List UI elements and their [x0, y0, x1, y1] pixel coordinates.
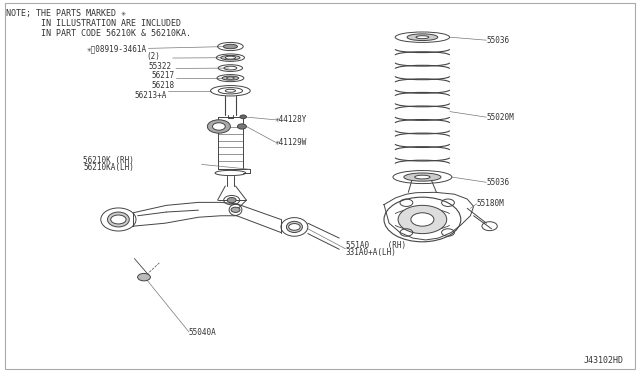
Ellipse shape — [287, 221, 303, 232]
Text: 55036: 55036 — [486, 36, 509, 45]
Text: 331A0+A(LH): 331A0+A(LH) — [346, 248, 396, 257]
Text: 56217: 56217 — [152, 71, 175, 80]
Text: NOTE; THE PARTS MARKED ✳: NOTE; THE PARTS MARKED ✳ — [6, 9, 127, 18]
Circle shape — [212, 123, 225, 130]
Ellipse shape — [416, 36, 429, 39]
Text: 55036: 55036 — [486, 178, 509, 187]
Ellipse shape — [223, 44, 237, 49]
Circle shape — [411, 213, 434, 226]
Ellipse shape — [407, 34, 438, 41]
Circle shape — [231, 207, 240, 212]
Text: 56210K (RH): 56210K (RH) — [83, 156, 134, 165]
Text: 55020M: 55020M — [486, 113, 514, 122]
Ellipse shape — [404, 173, 441, 181]
Ellipse shape — [227, 77, 234, 79]
Text: ✳41129W: ✳41129W — [275, 138, 308, 147]
Text: 55322: 55322 — [148, 62, 172, 71]
Ellipse shape — [108, 212, 129, 227]
Circle shape — [111, 215, 126, 224]
Text: J43102HD: J43102HD — [584, 356, 624, 365]
Text: IN ILLUSTRATION ARE INCLUDED: IN ILLUSTRATION ARE INCLUDED — [6, 19, 181, 28]
Text: 551A0    (RH): 551A0 (RH) — [346, 241, 406, 250]
Text: 56210KA(LH): 56210KA(LH) — [83, 163, 134, 172]
Text: ✳ⓝ08919-3461A: ✳ⓝ08919-3461A — [87, 44, 147, 53]
Circle shape — [237, 124, 246, 129]
Ellipse shape — [222, 76, 239, 80]
Circle shape — [289, 224, 300, 230]
Text: ✳44128Y: ✳44128Y — [275, 115, 308, 124]
Text: IN PART CODE 56210K & 56210KA.: IN PART CODE 56210K & 56210KA. — [6, 29, 191, 38]
Circle shape — [138, 273, 150, 281]
Circle shape — [398, 205, 447, 234]
Text: 56213+A: 56213+A — [134, 92, 166, 100]
Text: (2): (2) — [146, 52, 160, 61]
Ellipse shape — [415, 175, 430, 179]
Ellipse shape — [207, 120, 230, 133]
Ellipse shape — [221, 55, 240, 60]
Circle shape — [227, 198, 236, 203]
Text: 56218: 56218 — [152, 81, 175, 90]
Text: 55040A: 55040A — [189, 328, 216, 337]
Text: 55180M: 55180M — [477, 199, 504, 208]
Circle shape — [240, 115, 246, 119]
Ellipse shape — [225, 56, 236, 59]
